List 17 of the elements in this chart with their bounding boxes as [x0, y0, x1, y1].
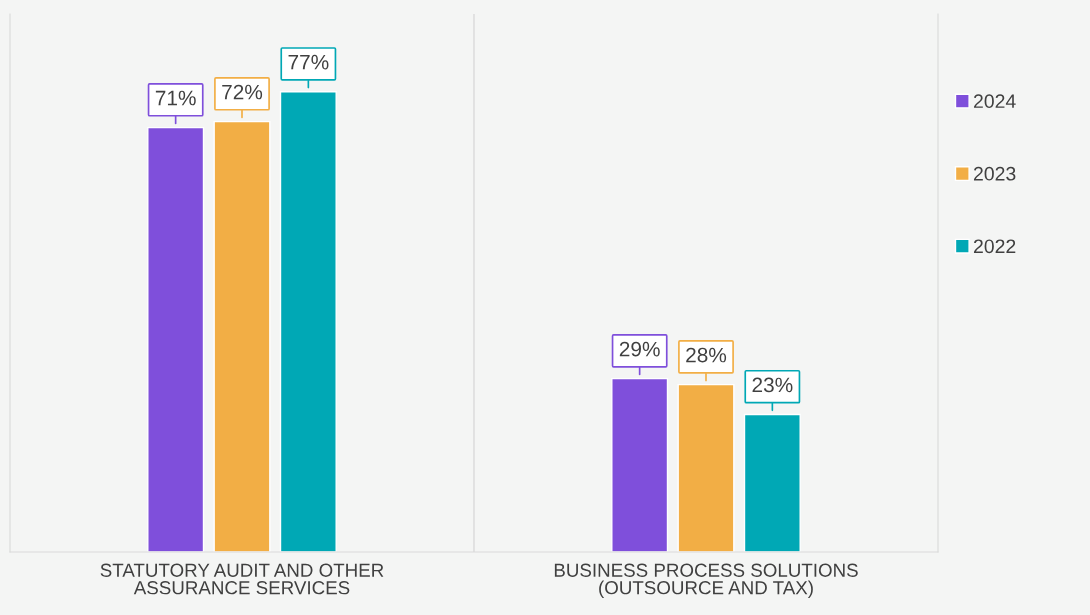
x-tick-label: BUSINESS PROCESS SOLUTIONS (OUTSOURCE AND TAX) — [554, 563, 858, 599]
bar — [279, 91, 337, 552]
data-label: 28% — [686, 347, 727, 363]
bar — [147, 126, 205, 552]
legend-label: 2024 — [973, 94, 1016, 109]
x-tick-label: STATUTORY AUDIT AND OTHER ASSURANCE SERVICES — [100, 563, 384, 595]
legend-label: 2023 — [973, 166, 1016, 181]
bar — [611, 377, 669, 552]
data-label: 77% — [288, 54, 329, 70]
legend-label: 2022 — [973, 239, 1016, 254]
bar — [743, 413, 801, 552]
bar — [213, 120, 271, 552]
data-label: 71% — [155, 90, 196, 106]
data-label: 72% — [222, 84, 263, 100]
data-label: 29% — [619, 341, 660, 357]
bar — [677, 383, 735, 552]
data-label: 23% — [752, 377, 793, 393]
